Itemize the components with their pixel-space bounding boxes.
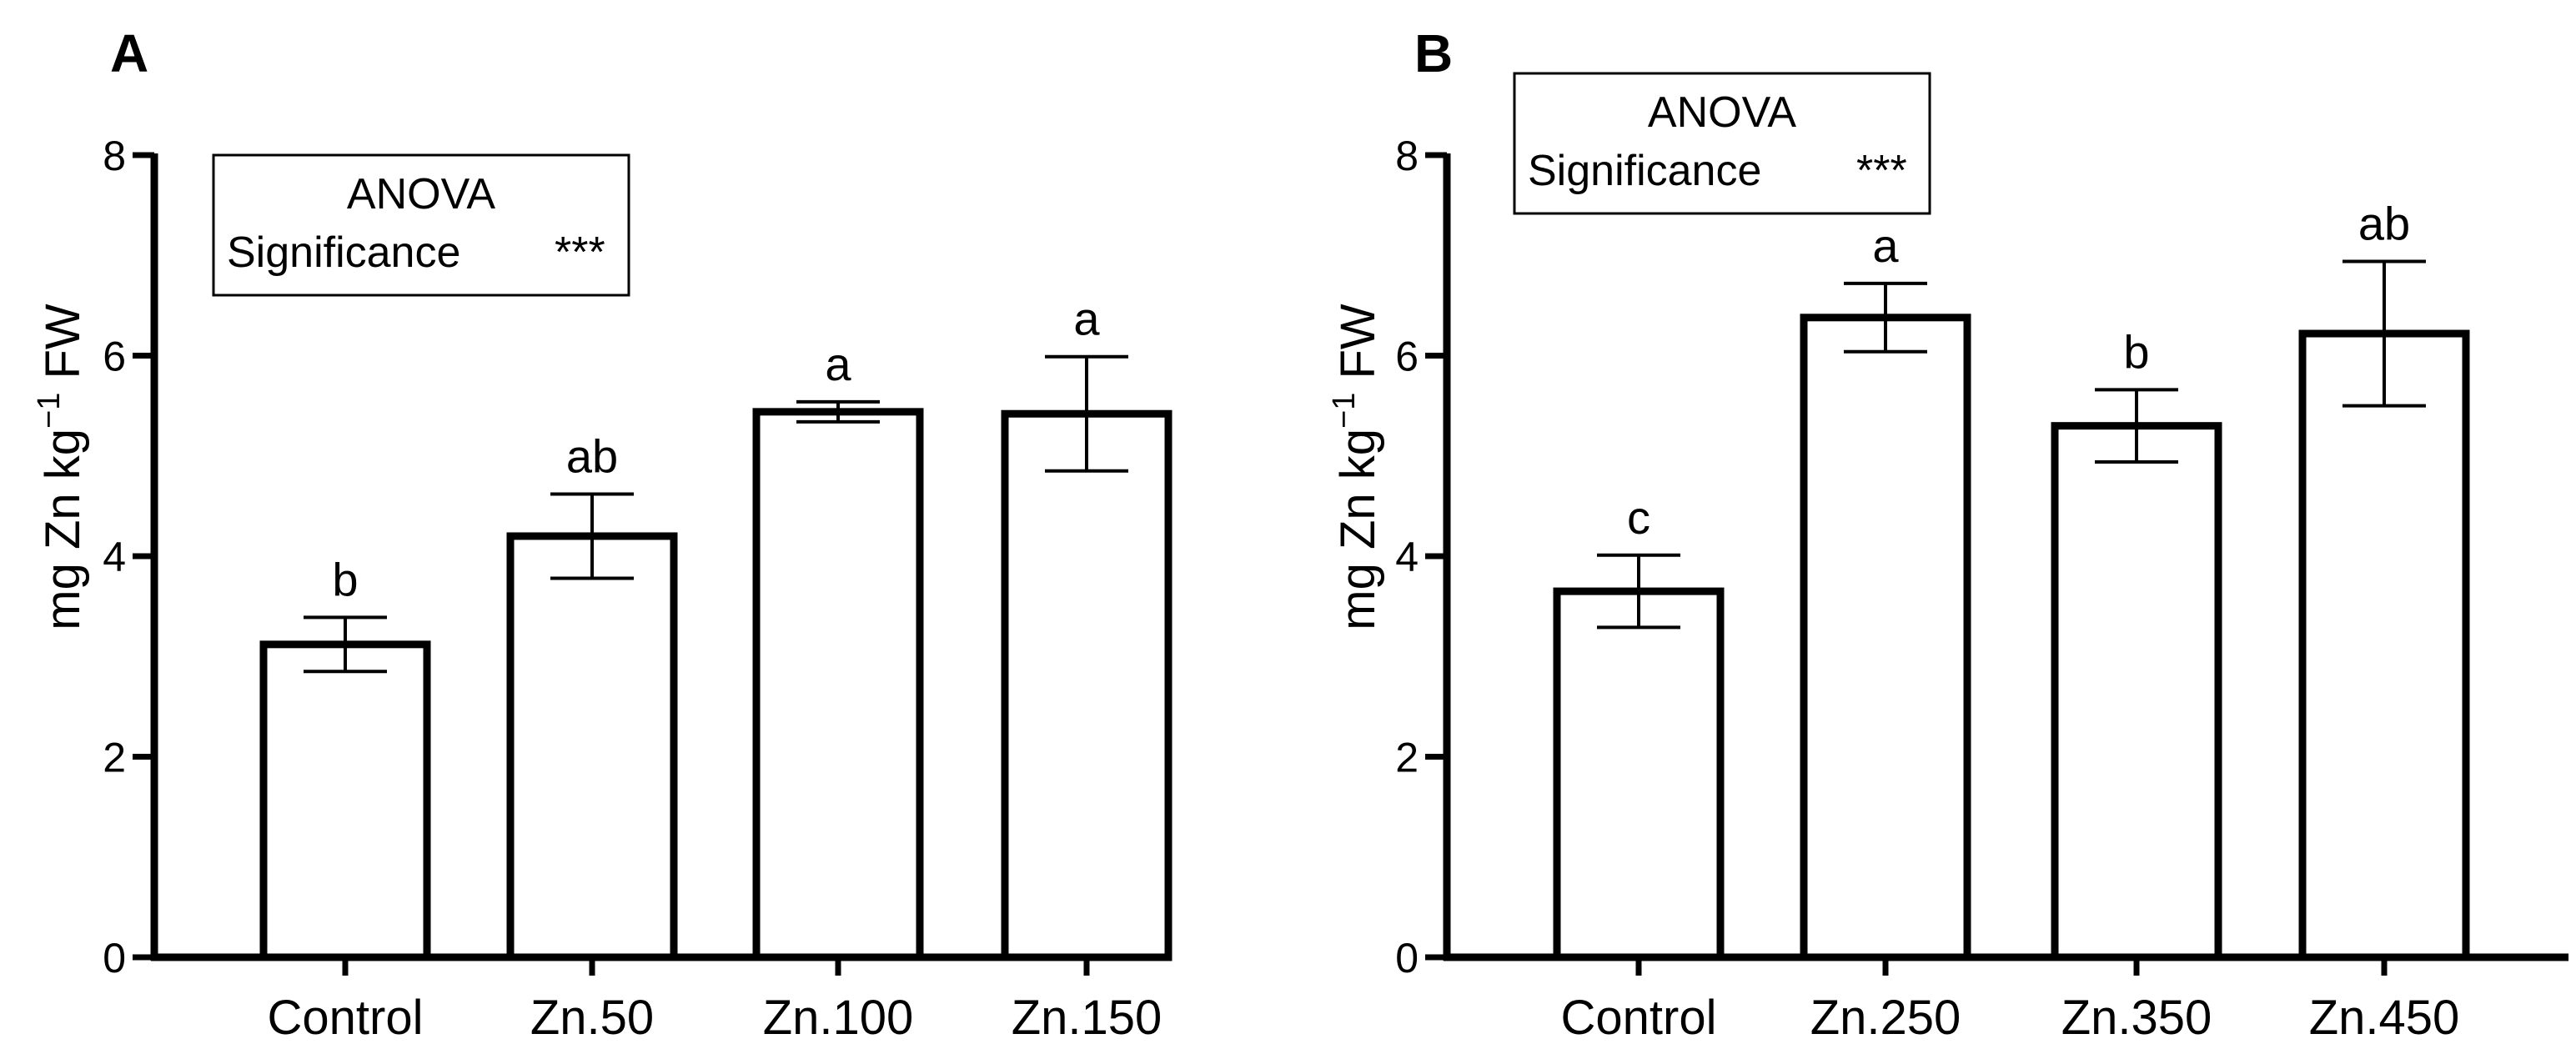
panel-b-category-label: Zn.250 [1810, 991, 1961, 1045]
panel-a-y-tick-label: 8 [103, 133, 126, 179]
panel-a-y-tick-label: 6 [103, 334, 126, 380]
panel-a-ylabel-main: mg Zn kg [36, 429, 90, 630]
panel-a-significance-letter: b [332, 553, 358, 605]
panel-a-category-label: Control [268, 991, 424, 1045]
panel-a-bar [752, 408, 924, 961]
panel-b-legend-significance: Significance [1528, 147, 1761, 195]
panel-a-y-tick-label: 0 [103, 935, 126, 981]
panel-b-legend-stars: *** [1856, 147, 1907, 195]
panel-a-significance-letter: a [1073, 293, 1100, 345]
panel-a-legend-box: ANOVA Significance *** [212, 153, 630, 297]
panel-b-y-tick-label: 6 [1395, 334, 1419, 380]
panel-b-significance-letter: b [2123, 325, 2149, 378]
panel-b-legend-title: ANOVA [1648, 88, 1797, 137]
panel-b-y-axis-label: mg Zn kg−1 FW [1327, 304, 1385, 630]
panel-a-legend-stars: *** [555, 228, 605, 277]
panel-b-bar [2298, 329, 2470, 961]
panel-a-bar [1001, 409, 1173, 961]
panel-a-y-tick-label: 4 [103, 534, 126, 580]
panel-b-y-tick-label: 4 [1395, 534, 1419, 580]
panel-a: A mg Zn kg−1 FW ANOVA Significance *** 0… [32, 23, 1173, 1045]
panel-b-bar [1800, 314, 1971, 961]
panel-b-y-tick-label: 8 [1395, 133, 1419, 179]
panel-a-significance-letter: ab [566, 429, 618, 482]
panel-b-letter: B [1414, 23, 1453, 83]
panel-b-bar [1553, 587, 1725, 961]
panel-a-ylabel-tail: FW [36, 304, 90, 393]
panel-b-category-label: Zn.450 [2309, 991, 2460, 1045]
panel-a-letter: A [110, 23, 148, 83]
panel-b-ylabel-sup: −1 [1327, 393, 1362, 429]
panel-b-legend-box: ANOVA Significance *** [1513, 72, 1931, 215]
panel-b-significance-letter: c [1627, 491, 1650, 544]
panel-a-bar [506, 532, 678, 961]
panel-a-y-tick-label: 2 [103, 735, 126, 781]
panel-a-bar [259, 640, 431, 961]
panel-a-ylabel-sup: −1 [32, 393, 67, 429]
panel-a-legend-significance: Significance [227, 228, 460, 277]
panel-a-y-axis-label: mg Zn kg−1 FW [32, 304, 90, 630]
panel-b-significance-letter: a [1872, 219, 1899, 272]
panel-b-category-label: Control [1561, 991, 1717, 1045]
panel-b: B mg Zn kg−1 FW ANOVA Significance *** 0… [1327, 23, 2568, 1045]
panel-a-category-label: Zn.100 [763, 991, 914, 1045]
panel-b-y-tick-label: 2 [1395, 735, 1419, 781]
panel-b-ylabel-main: mg Zn kg [1331, 429, 1385, 630]
panel-a-category-label: Zn.50 [530, 991, 654, 1045]
panel-b-bar [2051, 422, 2222, 961]
panel-b-y-tick-label: 0 [1395, 935, 1419, 981]
panel-b-significance-letter: ab [2358, 197, 2410, 249]
panel-b-category-label: Zn.350 [2061, 991, 2212, 1045]
panel-b-ylabel-tail: FW [1331, 304, 1385, 393]
panel-a-legend-title: ANOVA [347, 170, 496, 218]
panel-a-significance-letter: a [825, 338, 851, 390]
panel-a-category-label: Zn.150 [1012, 991, 1162, 1045]
